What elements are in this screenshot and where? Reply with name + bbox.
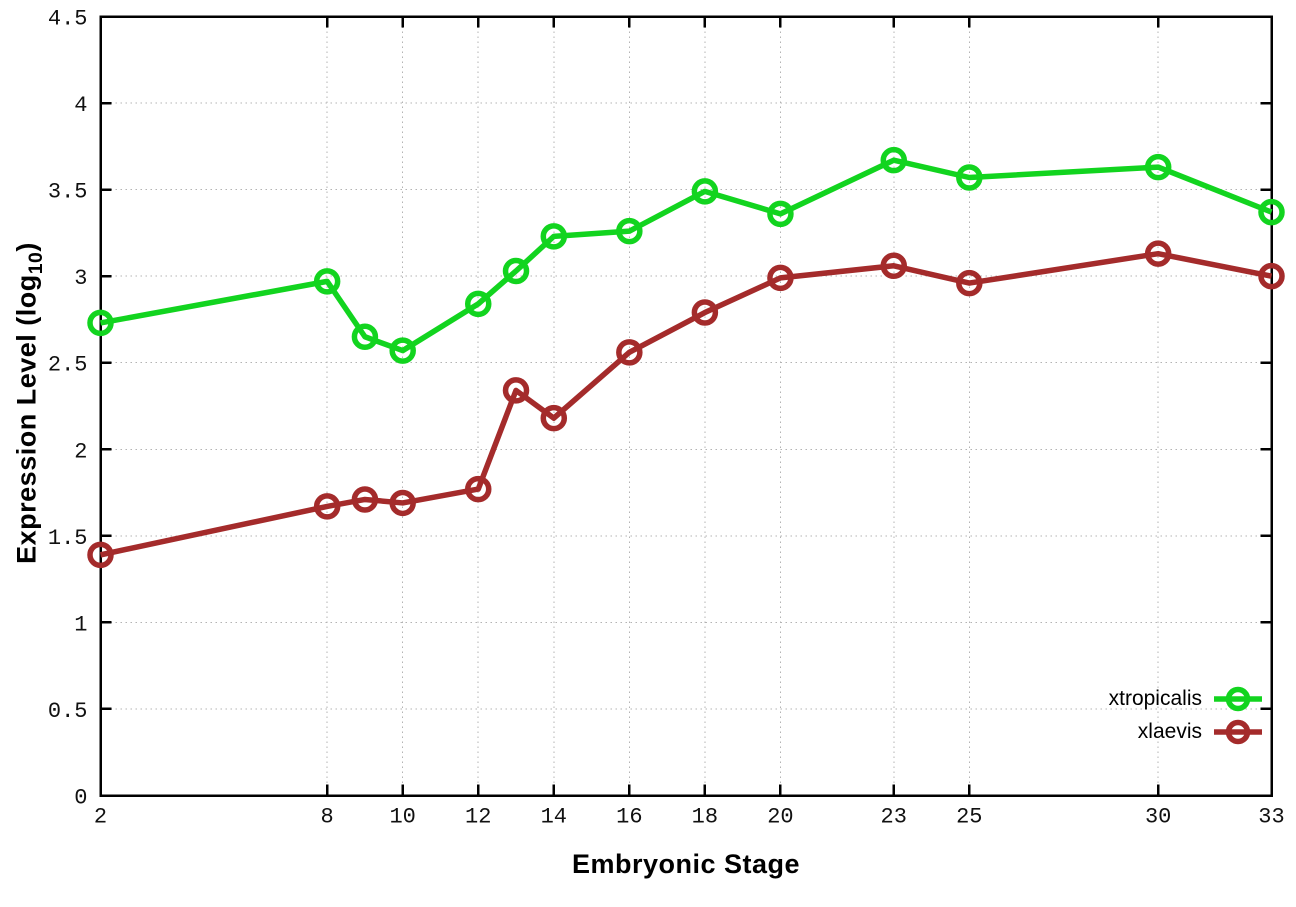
marker-xtropicalis-stage-13 <box>502 257 530 285</box>
marker-xlaevis-stage-8 <box>313 493 341 520</box>
marker-xtropicalis-stage-16 <box>616 217 643 245</box>
marker-xtropicalis-stage-20 <box>767 200 794 228</box>
y-axis-title: Expression Level (log10) <box>11 242 47 564</box>
marker-xlaevis-stage-25 <box>956 269 983 297</box>
marker-xlaevis-stage-12 <box>464 475 492 503</box>
x-tick-label-30: 30 <box>1145 805 1171 830</box>
marker-xtropicalis-stage-2 <box>87 309 114 337</box>
marker-xtropicalis-stage-25 <box>956 164 983 191</box>
marker-xlaevis-stage-16 <box>616 339 643 366</box>
y-tick-label-1.5: 1.5 <box>48 526 88 551</box>
series-line-xlaevis <box>99 250 1273 558</box>
y-tick-label-4.5: 4.5 <box>48 7 88 32</box>
legend-entry-xlaevis: xlaevis <box>1109 716 1264 748</box>
legend-marker-xtropicalis <box>1214 686 1262 712</box>
marker-xtropicalis-stage-30 <box>1144 153 1172 181</box>
marker-xtropicalis-stage-14 <box>540 223 568 250</box>
x-tick-label-20: 20 <box>767 805 793 830</box>
x-tick-label-2: 2 <box>94 805 107 830</box>
y-tick-label-0.5: 0.5 <box>48 699 88 724</box>
marker-xtropicalis-stage-18 <box>691 178 719 205</box>
marker-xtropicalis-stage-12 <box>464 290 492 318</box>
y-tick-label-2.5: 2.5 <box>48 353 88 378</box>
x-tick-label-8: 8 <box>321 805 334 830</box>
x-tick-label-16: 16 <box>616 805 642 830</box>
marker-xlaevis-stage-2 <box>87 541 114 569</box>
y-tick-label-2: 2 <box>74 439 87 464</box>
marker-xlaevis-stage-30 <box>1144 240 1172 267</box>
y-tick-label-3.5: 3.5 <box>48 180 88 205</box>
marker-xtropicalis-stage-10 <box>389 337 416 364</box>
marker-xlaevis-stage-33 <box>1258 262 1285 290</box>
legend-entry-xtropicalis: xtropicalis <box>1109 683 1264 715</box>
x-tick-label-18: 18 <box>692 805 718 830</box>
marker-xlaevis-stage-14 <box>540 404 568 432</box>
marker-xtropicalis-stage-9 <box>351 323 379 351</box>
legend-label-xtropicalis: xtropicalis <box>1108 687 1202 710</box>
marker-xlaevis-stage-23 <box>880 252 908 280</box>
marker-xlaevis-stage-9 <box>351 486 379 513</box>
marker-xtropicalis-stage-23 <box>880 146 908 174</box>
marker-xlaevis-stage-10 <box>389 489 416 517</box>
marker-xlaevis-stage-13 <box>502 377 530 404</box>
y-tick-label-4: 4 <box>74 93 87 118</box>
y-tick-label-0: 0 <box>74 786 87 811</box>
y-axis-title-text: Expression Level (log <box>11 274 42 564</box>
x-tick-label-12: 12 <box>465 805 491 830</box>
x-axis-title: Embryonic Stage <box>571 849 801 879</box>
x-tick-label-10: 10 <box>389 805 415 830</box>
legend-label-xlaevis: xlaevis <box>1137 720 1202 743</box>
x-tick-label-25: 25 <box>956 805 982 830</box>
marker-xlaevis-stage-18 <box>691 299 719 326</box>
legend-marker-xlaevis <box>1214 719 1262 745</box>
chart-legend: xtropicalis xlaevis <box>1109 683 1264 748</box>
marker-xtropicalis-stage-8 <box>313 268 341 295</box>
x-tick-label-23: 23 <box>881 805 907 830</box>
marker-xlaevis-stage-20 <box>767 264 794 292</box>
plot-border <box>99 15 1273 797</box>
y-tick-label-1: 1 <box>74 612 87 637</box>
marker-xtropicalis-stage-33 <box>1258 198 1285 226</box>
x-tick-label-14: 14 <box>541 805 567 830</box>
y-tick-label-3: 3 <box>74 266 87 291</box>
y-axis-title-close-paren: ) <box>11 242 42 252</box>
x-tick-label-33: 33 <box>1258 805 1284 830</box>
y-axis-title-subscript: 10 <box>24 251 47 275</box>
